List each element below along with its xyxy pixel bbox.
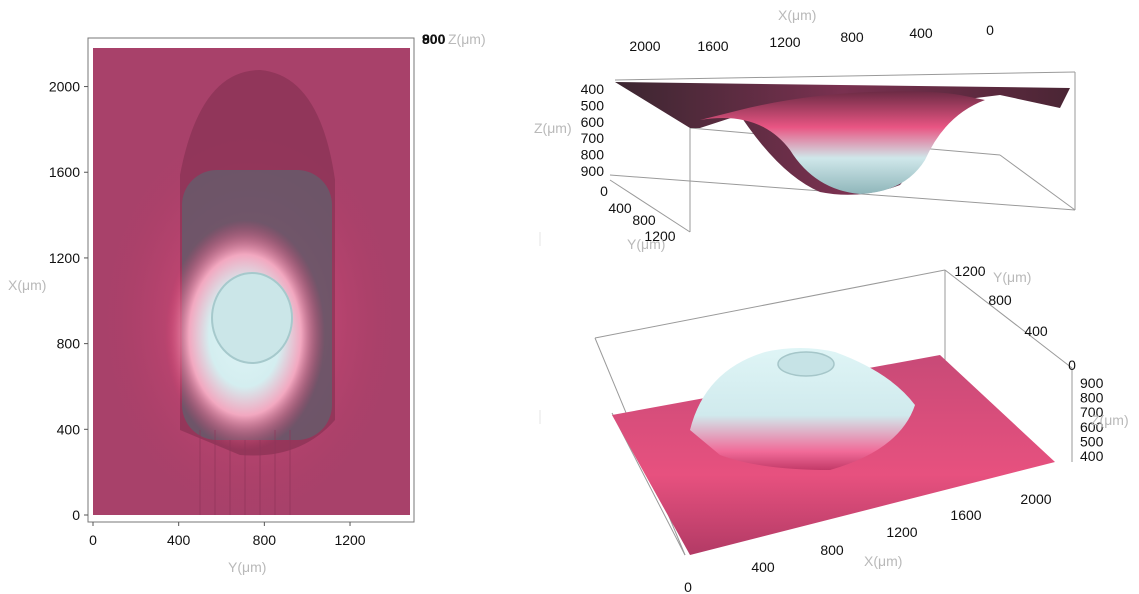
x-tick-label: 1600	[697, 38, 728, 54]
3d-bottom-xlabel: X(μm)	[864, 553, 902, 569]
z-tick-label: 900	[1080, 375, 1104, 391]
x-tick-label: 0	[986, 22, 994, 38]
x-tick-label: 800	[253, 532, 277, 548]
z-tick-label: 900	[581, 163, 605, 179]
y-tick-label: 2000	[49, 79, 80, 95]
3d-bottom-zlabel: Z(μm)	[1091, 412, 1129, 428]
x-tick-label: 1200	[769, 34, 800, 50]
crater	[211, 272, 293, 364]
x-tick-label: 400	[909, 25, 933, 41]
y-tick-label: 1600	[49, 164, 80, 180]
surface-feature	[100, 70, 400, 515]
3d-bottom-ylabel: Y(μm)	[993, 269, 1031, 285]
3d-top-zlabel: Z(μm)	[534, 120, 572, 136]
z-tick-label: 400	[1080, 448, 1104, 464]
top-view-xlabel: Y(μm)	[228, 559, 266, 575]
y-tick-label: 800	[632, 212, 656, 228]
x-tick-label: 2000	[629, 38, 660, 54]
y-tick-label: 400	[1024, 323, 1048, 339]
x-tick-label: 0	[89, 532, 97, 548]
x-tick-label: 2000	[1020, 491, 1051, 507]
z-tick-label: 800	[581, 147, 605, 163]
y-tick-label: 800	[57, 336, 81, 352]
x-axis-ticks: 0 400 800 1200	[89, 522, 366, 548]
z-tick-label: 700	[581, 130, 605, 146]
z-tick-label: 400	[581, 81, 605, 97]
y-tick-label: 400	[57, 421, 81, 437]
top-view-chart: 0 400 800 1200 1600 2000 0 400 800 1200 X(μm) Y(…	[8, 31, 486, 575]
streaks	[199, 430, 291, 515]
top-view-ylabel: X(μm)	[8, 277, 46, 293]
y-axis-ticks: 0 400 800 1200 1600 2000	[49, 79, 88, 523]
y-tick-label: 0	[1068, 357, 1076, 373]
dome-crater	[777, 351, 835, 377]
y-tick-label: 1200	[954, 263, 985, 279]
z-tick-label: 600	[581, 114, 605, 130]
z-tick-label: 500	[1080, 433, 1104, 449]
z-tick-label: 600	[1080, 419, 1104, 435]
y-tick-label: 800	[988, 292, 1012, 308]
x-tick-label: 1200	[334, 532, 365, 548]
x-axis-ticks: 2000 1600 1200 800 400 0	[629, 22, 994, 54]
top-view-z-tick-a: 800	[422, 31, 446, 47]
y-tick-label: 1200	[644, 228, 675, 244]
x-tick-label: 800	[820, 542, 844, 558]
z-tick-label: 700	[1080, 404, 1104, 420]
3d-top-ylabel: Y(μm)	[627, 236, 665, 252]
z-tick-label: 800	[1080, 390, 1104, 406]
x-tick-label: 400	[167, 532, 191, 548]
x-tick-label: 800	[840, 29, 864, 45]
plot-frame	[87, 37, 415, 523]
y-tick-label: 400	[608, 200, 632, 216]
top-view-z-tick-b: 900	[422, 31, 446, 47]
y-tick-label: 1200	[49, 250, 80, 266]
y-tick-label: 0	[600, 183, 608, 199]
y-tick-label: 0	[72, 507, 80, 523]
top-view-zlabel: Z(μm)	[448, 31, 486, 47]
z-tick-label: 500	[581, 97, 605, 113]
x-axis-ticks: 0 400 800 1200 1600 2000	[684, 491, 1052, 594]
x-tick-label: 1600	[950, 507, 981, 523]
trench-well	[700, 91, 985, 194]
3d-top-xlabel: X(μm)	[778, 7, 816, 23]
x-tick-label: 1200	[886, 524, 917, 540]
x-tick-label: 400	[751, 559, 775, 575]
x-tick-label: 0	[684, 579, 692, 594]
dome-surface	[690, 348, 915, 470]
